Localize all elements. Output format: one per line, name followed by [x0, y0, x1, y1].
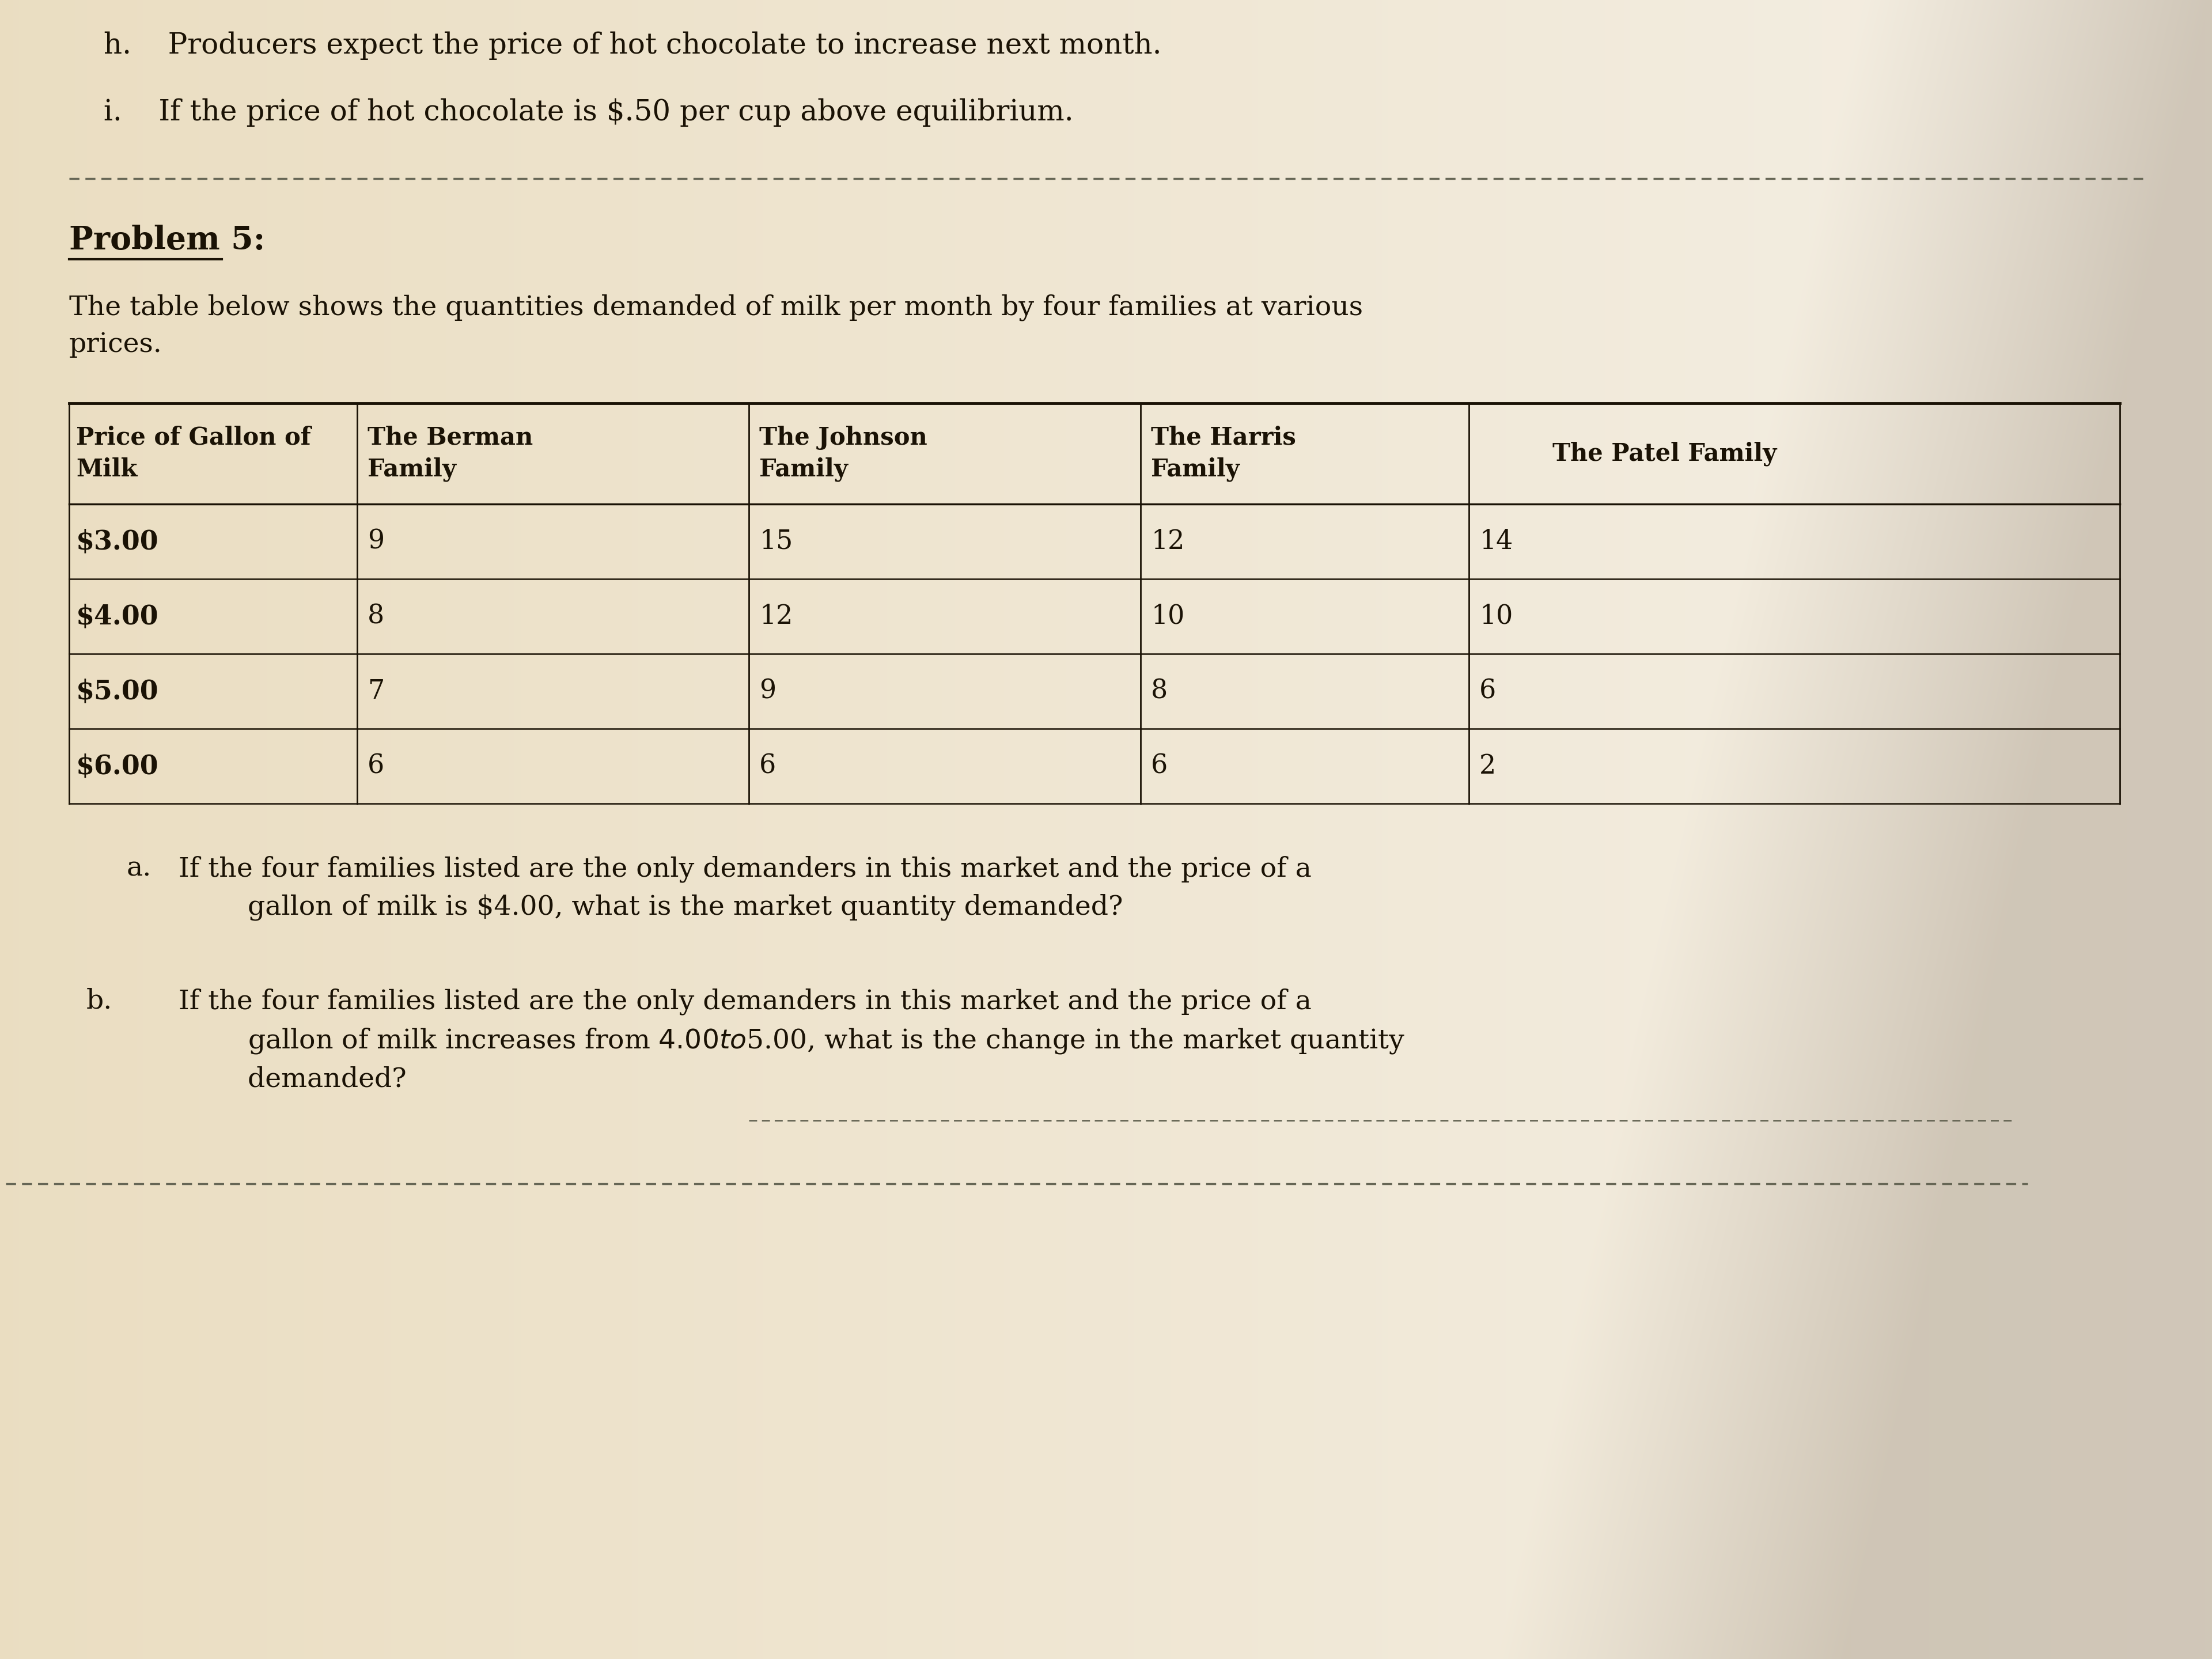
- Text: 10: 10: [1480, 604, 1513, 629]
- Text: 12: 12: [759, 604, 792, 629]
- Text: 7: 7: [367, 679, 385, 705]
- Text: The Patel Family: The Patel Family: [1553, 441, 1776, 466]
- Text: 6: 6: [367, 753, 385, 780]
- Text: $5.00: $5.00: [75, 679, 159, 705]
- Text: 2: 2: [1480, 753, 1495, 780]
- Text: 12: 12: [1150, 529, 1186, 554]
- Text: Price of Gallon of
Milk: Price of Gallon of Milk: [75, 426, 312, 481]
- Text: 10: 10: [1150, 604, 1183, 629]
- Text: a.: a.: [126, 856, 153, 881]
- Text: The table below shows the quantities demanded of milk per month by four families: The table below shows the quantities dem…: [69, 294, 1363, 358]
- Text: $4.00: $4.00: [75, 604, 159, 630]
- Text: Problem 5:: Problem 5:: [69, 224, 265, 257]
- Text: If the four families listed are the only demanders in this market and the price : If the four families listed are the only…: [179, 987, 1405, 1093]
- Text: 9: 9: [759, 679, 776, 705]
- Text: The Harris
Family: The Harris Family: [1150, 425, 1296, 481]
- Text: 6: 6: [1150, 753, 1168, 780]
- Text: i.    If the price of hot chocolate is $.50 per cup above equilibrium.: i. If the price of hot chocolate is $.50…: [104, 98, 1073, 126]
- Text: b.: b.: [86, 987, 113, 1014]
- Text: 9: 9: [367, 529, 385, 554]
- Text: 8: 8: [367, 604, 385, 629]
- Text: h.    Producers expect the price of hot chocolate to increase next month.: h. Producers expect the price of hot cho…: [104, 32, 1161, 60]
- Text: 6: 6: [759, 753, 776, 780]
- Text: 6: 6: [1480, 679, 1495, 705]
- Text: The Berman
Family: The Berman Family: [367, 425, 533, 481]
- Text: 15: 15: [759, 529, 792, 554]
- Text: 14: 14: [1480, 529, 1513, 554]
- Text: 8: 8: [1150, 679, 1168, 705]
- Text: The Johnson
Family: The Johnson Family: [759, 425, 927, 481]
- Text: $3.00: $3.00: [75, 528, 159, 554]
- Text: $6.00: $6.00: [75, 753, 159, 780]
- Text: If the four families listed are the only demanders in this market and the price : If the four families listed are the only…: [179, 856, 1312, 921]
